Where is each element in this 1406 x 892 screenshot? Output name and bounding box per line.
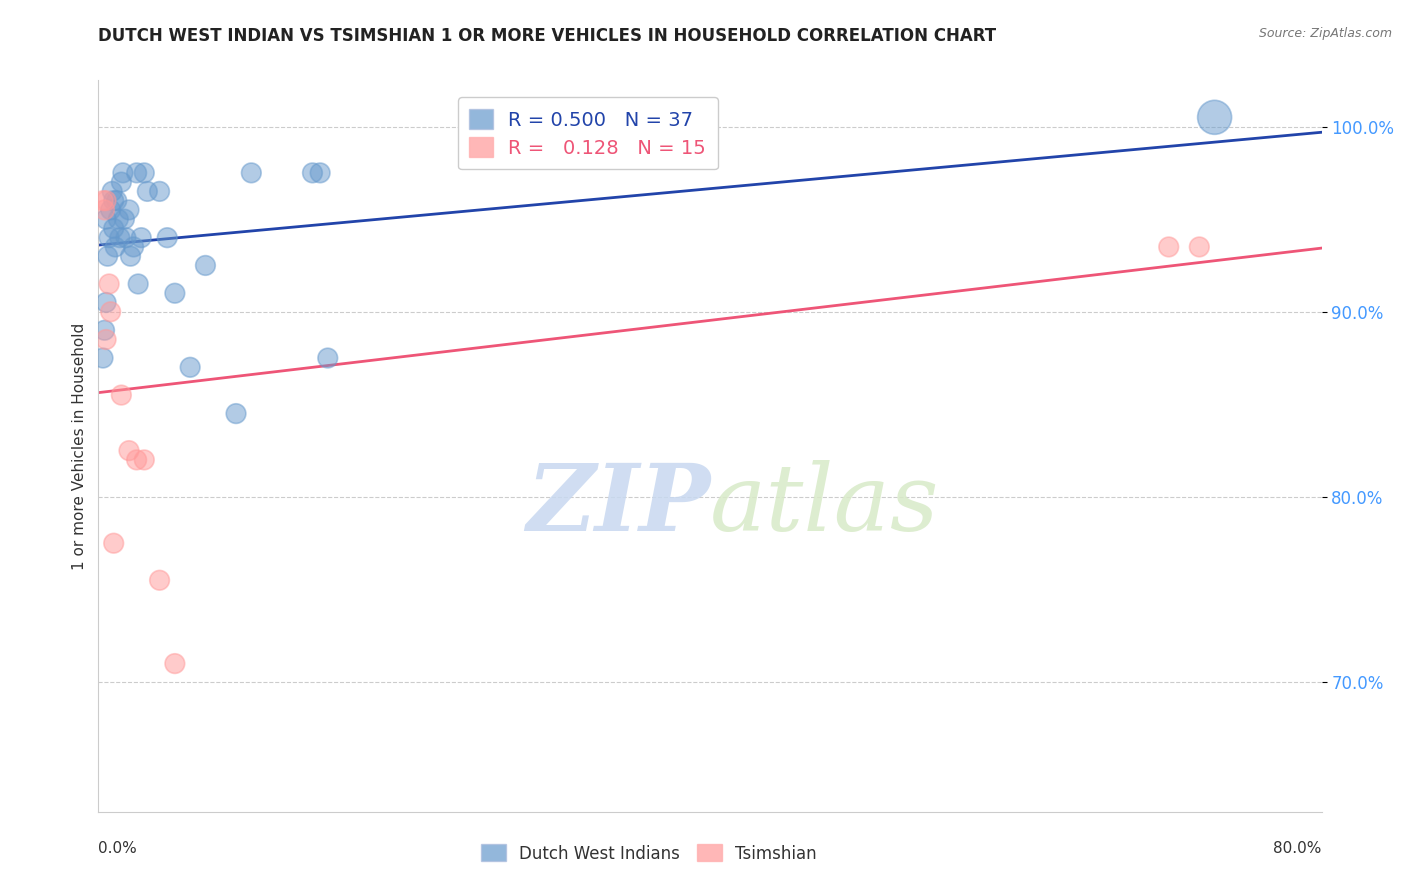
Point xyxy=(103,194,125,208)
Point xyxy=(125,453,148,467)
Text: 80.0%: 80.0% xyxy=(1274,841,1322,856)
Text: atlas: atlas xyxy=(710,459,939,549)
Point xyxy=(93,323,115,337)
Point xyxy=(103,221,125,235)
Point xyxy=(115,230,138,244)
Text: 0.0%: 0.0% xyxy=(98,841,138,856)
Point xyxy=(101,185,124,199)
Point xyxy=(129,230,152,244)
Legend: Dutch West Indians, Tsimshian: Dutch West Indians, Tsimshian xyxy=(474,838,824,869)
Point xyxy=(118,202,141,217)
Point xyxy=(93,202,115,217)
Point xyxy=(91,351,114,365)
Text: ZIP: ZIP xyxy=(526,459,710,549)
Point xyxy=(105,194,128,208)
Point xyxy=(120,249,142,263)
Text: Source: ZipAtlas.com: Source: ZipAtlas.com xyxy=(1258,27,1392,40)
Point xyxy=(149,185,172,199)
Point xyxy=(94,212,117,227)
Point xyxy=(163,657,186,671)
Point xyxy=(100,202,122,217)
Point xyxy=(156,230,179,244)
Point xyxy=(98,277,121,291)
Point xyxy=(194,259,217,273)
Point xyxy=(112,212,135,227)
Point xyxy=(163,286,186,301)
Point xyxy=(94,295,117,310)
Point xyxy=(107,212,129,227)
Point xyxy=(240,166,263,180)
Point xyxy=(110,175,132,189)
Point xyxy=(94,194,117,208)
Point xyxy=(108,230,131,244)
Point xyxy=(1204,111,1226,125)
Point xyxy=(100,304,122,318)
Text: DUTCH WEST INDIAN VS TSIMSHIAN 1 OR MORE VEHICLES IN HOUSEHOLD CORRELATION CHART: DUTCH WEST INDIAN VS TSIMSHIAN 1 OR MORE… xyxy=(98,27,997,45)
Point xyxy=(309,166,332,180)
Y-axis label: 1 or more Vehicles in Household: 1 or more Vehicles in Household xyxy=(72,322,87,570)
Point xyxy=(111,166,134,180)
Point xyxy=(1188,240,1211,254)
Point xyxy=(225,407,247,421)
Point xyxy=(103,536,125,550)
Point xyxy=(1157,240,1180,254)
Point xyxy=(127,277,149,291)
Point xyxy=(179,360,201,375)
Point xyxy=(316,351,339,365)
Point xyxy=(97,249,120,263)
Point xyxy=(118,443,141,458)
Point xyxy=(134,453,156,467)
Point xyxy=(91,194,114,208)
Point xyxy=(104,240,127,254)
Point xyxy=(149,574,172,588)
Point xyxy=(122,240,145,254)
Point xyxy=(134,166,156,180)
Point xyxy=(94,333,117,347)
Point xyxy=(301,166,323,180)
Point xyxy=(98,230,121,244)
Point xyxy=(136,185,159,199)
Point xyxy=(110,388,132,402)
Point xyxy=(125,166,148,180)
